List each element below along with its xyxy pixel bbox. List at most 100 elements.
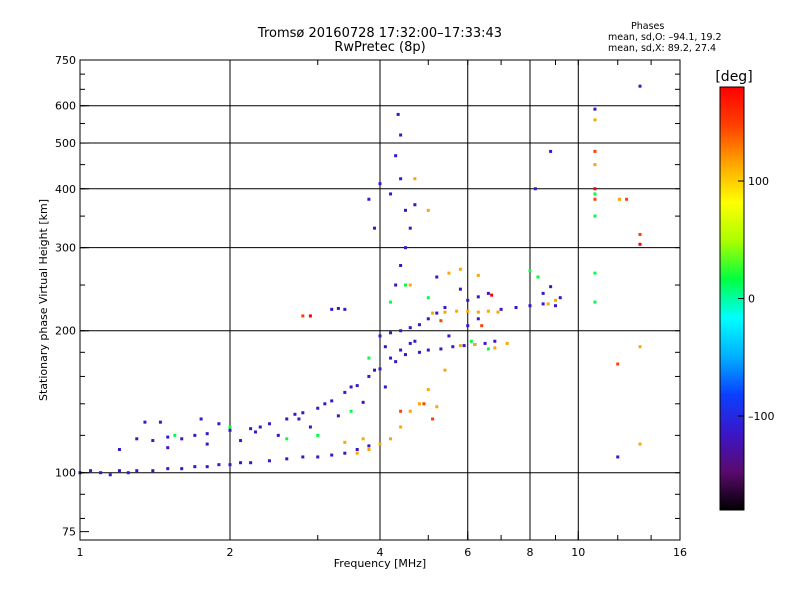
- axis-ticks: 1 2 4 6 8 10 16 75 100 200 300 400 500 600 750: [55, 54, 687, 559]
- data-point: [117, 447, 121, 451]
- data-point: [228, 428, 232, 432]
- data-point: [426, 317, 430, 321]
- data-point: [253, 430, 257, 434]
- data-point: [403, 353, 407, 357]
- data-point: [466, 298, 470, 302]
- data-point: [553, 304, 557, 308]
- data-point: [408, 226, 412, 230]
- data-point: [239, 461, 243, 465]
- data-point: [285, 437, 289, 441]
- data-point: [330, 307, 334, 311]
- y-tick-label: 100: [55, 467, 76, 480]
- data-point: [426, 296, 430, 300]
- data-point: [486, 291, 490, 295]
- data-point: [355, 451, 359, 455]
- data-point: [533, 187, 537, 191]
- y-tick-label: 750: [55, 54, 76, 67]
- data-point: [143, 420, 147, 424]
- data-point: [367, 356, 371, 360]
- data-point: [399, 264, 403, 268]
- data-point: [593, 149, 597, 153]
- data-point: [228, 425, 232, 429]
- data-point: [367, 444, 371, 448]
- data-point: [199, 417, 203, 421]
- data-point: [403, 283, 407, 287]
- data-point: [343, 307, 347, 311]
- data-point: [417, 402, 421, 406]
- data-point: [458, 344, 462, 348]
- data-point: [205, 442, 209, 446]
- data-point: [546, 302, 550, 306]
- data-point: [541, 291, 545, 295]
- data-point: [413, 177, 417, 181]
- data-point: [618, 197, 622, 201]
- data-point: [330, 453, 334, 457]
- data-point: [383, 385, 387, 389]
- data-point: [486, 347, 490, 351]
- data-point: [285, 417, 289, 421]
- data-point: [476, 273, 480, 277]
- data-point: [439, 319, 443, 323]
- data-point: [431, 417, 435, 421]
- phases-heading: Phases: [631, 21, 665, 32]
- data-point: [343, 440, 347, 444]
- data-point: [451, 345, 455, 349]
- data-point: [205, 432, 209, 436]
- x-tick-label: 6: [464, 546, 471, 559]
- data-point: [399, 177, 403, 181]
- colorbar-label: [deg]: [715, 69, 752, 85]
- data-point: [616, 455, 620, 459]
- data-point: [443, 310, 447, 314]
- data-point: [396, 112, 400, 116]
- data-point: [493, 339, 497, 343]
- data-point: [476, 295, 480, 299]
- data-point: [336, 414, 340, 418]
- data-point: [593, 187, 597, 191]
- data-point: [462, 344, 466, 348]
- data-point: [505, 341, 509, 345]
- data-points: [78, 84, 642, 477]
- data-point: [549, 149, 553, 153]
- data-point: [593, 192, 597, 196]
- data-point: [417, 350, 421, 354]
- data-point: [239, 439, 243, 443]
- x-tick-label: 16: [673, 546, 687, 559]
- data-point: [558, 296, 562, 300]
- data-point: [469, 339, 473, 343]
- data-point: [593, 118, 597, 122]
- data-point: [408, 326, 412, 330]
- data-point: [166, 435, 170, 439]
- data-point: [193, 433, 197, 437]
- data-point: [355, 447, 359, 451]
- data-point: [301, 455, 305, 459]
- data-point: [217, 463, 221, 467]
- x-tick-label: 8: [527, 546, 534, 559]
- data-point: [217, 422, 221, 426]
- data-point: [301, 411, 305, 415]
- data-point: [528, 269, 532, 273]
- data-point: [349, 409, 353, 413]
- y-tick-label: 600: [55, 100, 76, 113]
- data-point: [308, 314, 312, 318]
- data-point: [413, 339, 417, 343]
- phases-mean-sd-x: mean, sd,X: 89.2, 27.4: [608, 43, 717, 54]
- data-point: [394, 154, 398, 158]
- data-point: [476, 310, 480, 314]
- data-point: [228, 463, 232, 467]
- data-point: [528, 304, 532, 308]
- data-point: [394, 283, 398, 287]
- chart-subtitle: RwPretec (8p): [334, 40, 426, 55]
- data-point: [638, 345, 642, 349]
- data-point: [638, 242, 642, 246]
- data-point: [330, 399, 334, 403]
- data-point: [180, 467, 184, 471]
- data-point: [458, 287, 462, 291]
- data-point: [593, 214, 597, 218]
- data-point: [389, 331, 393, 335]
- data-point: [285, 457, 289, 461]
- data-point: [126, 471, 130, 475]
- data-point: [249, 427, 253, 431]
- data-point: [435, 275, 439, 279]
- data-point: [422, 402, 426, 406]
- data-point: [413, 203, 417, 207]
